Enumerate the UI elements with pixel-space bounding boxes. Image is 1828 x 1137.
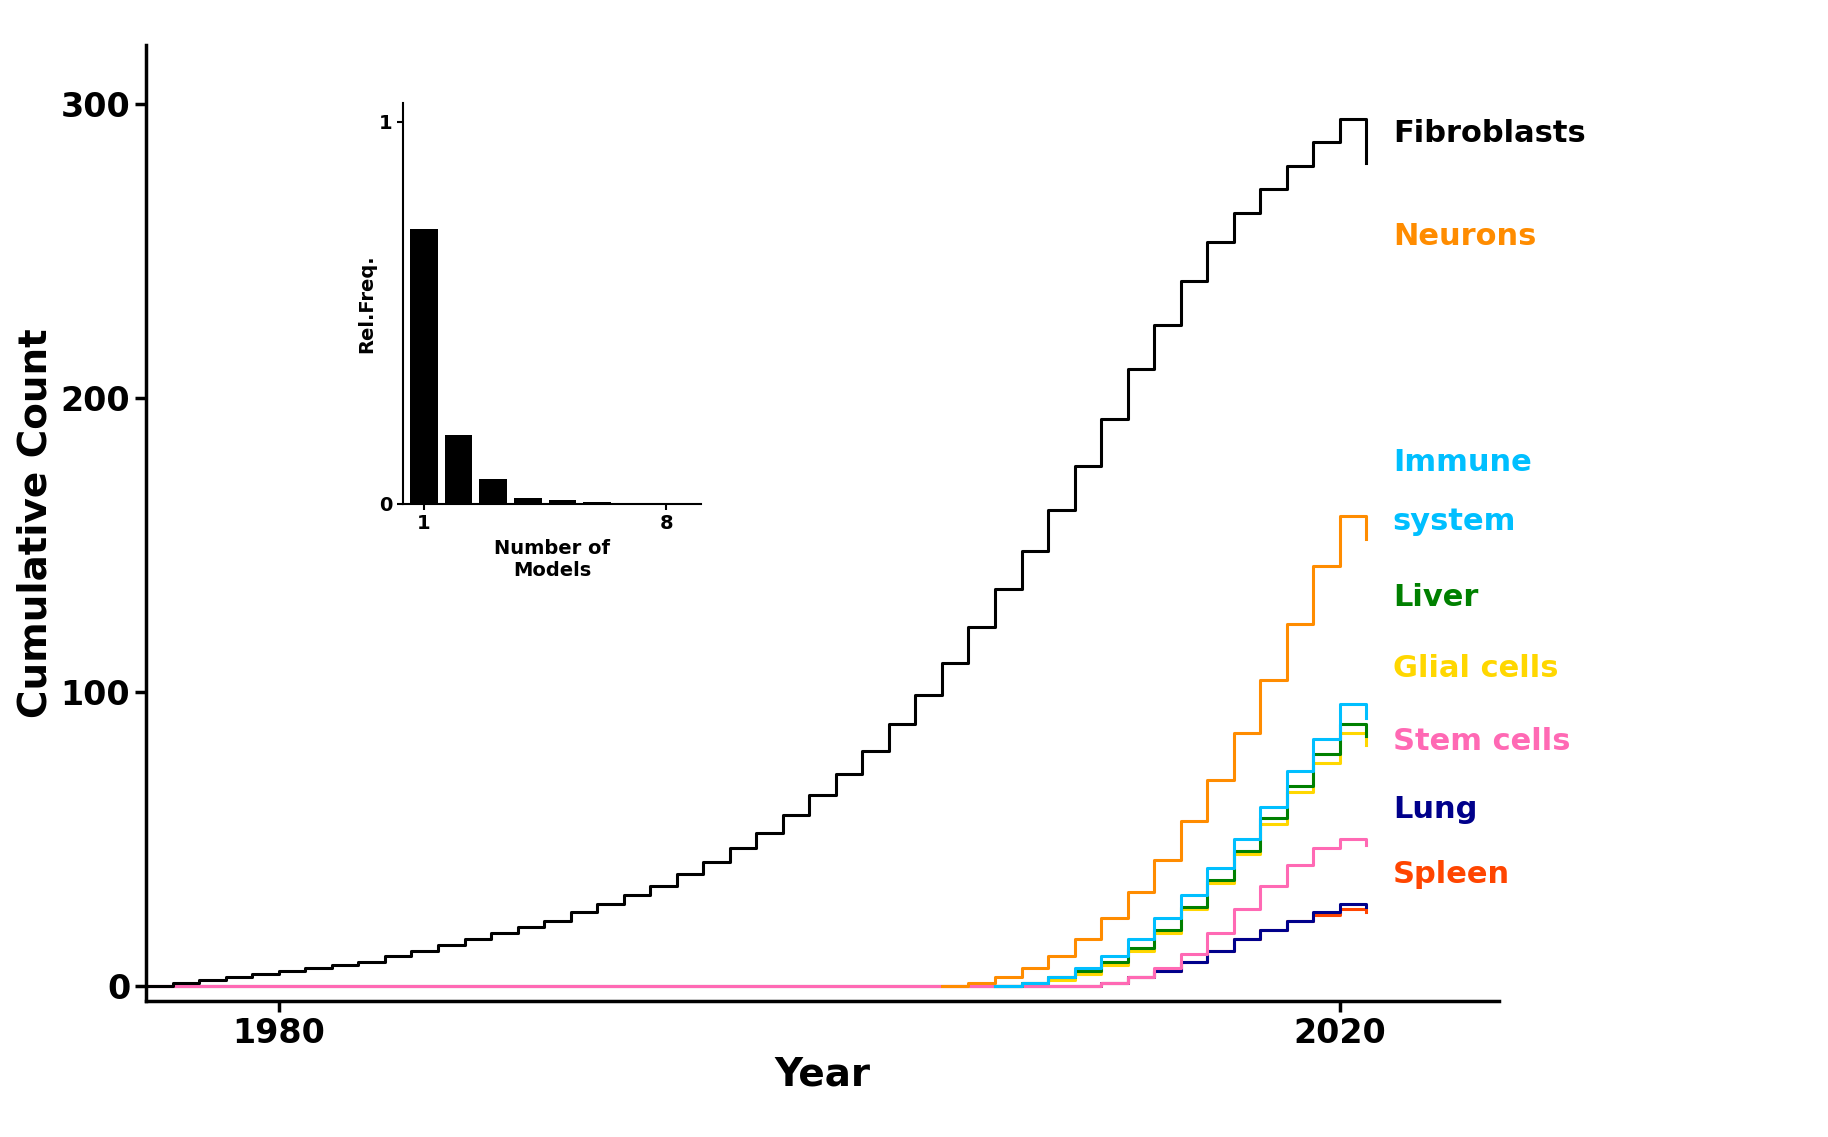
Y-axis label: Cumulative Count: Cumulative Count [16, 329, 55, 717]
X-axis label: Year: Year [775, 1055, 870, 1093]
Text: Immune: Immune [1393, 448, 1532, 478]
Text: Neurons: Neurons [1393, 222, 1536, 251]
Text: Fibroblasts: Fibroblasts [1393, 119, 1585, 148]
Text: Lung: Lung [1393, 795, 1477, 824]
Text: Liver: Liver [1393, 583, 1479, 613]
Text: Glial cells: Glial cells [1393, 654, 1557, 683]
Text: Spleen: Spleen [1393, 860, 1510, 889]
Text: Stem cells: Stem cells [1393, 728, 1570, 756]
Text: system: system [1393, 507, 1515, 536]
